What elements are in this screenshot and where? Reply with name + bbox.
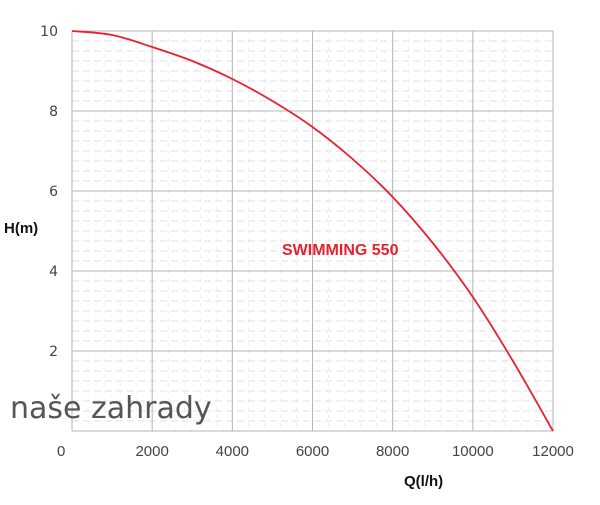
y-axis-ticks: 2 4 6 8 10 bbox=[40, 24, 58, 360]
y-tick-label: 10 bbox=[40, 24, 58, 40]
x-tick-label: 0 bbox=[57, 443, 65, 460]
y-axis-label: H(m) bbox=[4, 220, 38, 237]
x-axis-ticks: 0 2000 4000 6000 8000 10000 12000 bbox=[57, 443, 574, 460]
x-axis-label: Q(l/h) bbox=[404, 473, 443, 490]
series-label: SWIMMING 550 bbox=[282, 242, 399, 259]
series-line bbox=[71, 30, 554, 432]
y-tick-label: 6 bbox=[49, 184, 58, 200]
watermark-logo-text: naše zahrady bbox=[10, 391, 212, 426]
x-tick-label: 2000 bbox=[135, 443, 168, 460]
series-layer bbox=[71, 30, 554, 432]
y-tick-label: 4 bbox=[49, 264, 58, 280]
y-tick-label: 2 bbox=[49, 344, 58, 360]
x-tick-label: 12000 bbox=[532, 443, 574, 460]
y-tick-label: 8 bbox=[49, 104, 58, 120]
x-tick-label: 10000 bbox=[452, 443, 494, 460]
grid bbox=[71, 30, 554, 432]
x-tick-label: 6000 bbox=[296, 443, 329, 460]
x-tick-label: 8000 bbox=[376, 443, 409, 460]
x-tick-label: 4000 bbox=[216, 443, 249, 460]
